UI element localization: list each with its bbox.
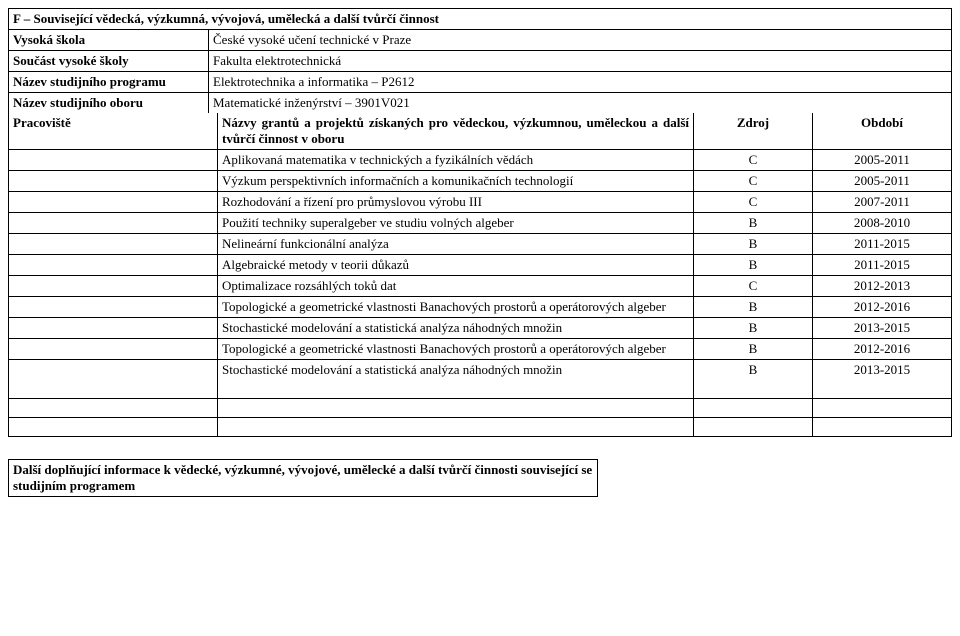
grant-row-empty <box>9 276 218 296</box>
grant-row: Rozhodování a řízení pro průmyslovou výr… <box>9 192 951 213</box>
grant-name: Aplikovaná matematika v technických a fy… <box>218 150 694 170</box>
section-title: F – Související vědecká, výzkumná, vývoj… <box>9 9 951 30</box>
header-label: Součást vysoké školy <box>9 51 209 71</box>
grant-period: 2007-2011 <box>813 192 951 212</box>
blank-cell <box>694 380 813 398</box>
blank-row <box>9 399 951 418</box>
blank-cell <box>218 380 694 398</box>
header-row: Název studijního programuElektrotechnika… <box>9 72 951 93</box>
grant-name: Použití techniky superalgeber ve studiu … <box>218 213 694 233</box>
grant-row: Optimalizace rozsáhlých toků datC2012-20… <box>9 276 951 297</box>
grant-name: Algebraické metody v teorii důkazů <box>218 255 694 275</box>
blank-cell <box>218 418 694 436</box>
grant-row: Aplikovaná matematika v technických a fy… <box>9 150 951 171</box>
grant-name: Topologické a geometrické vlastnosti Ban… <box>218 297 694 317</box>
grant-source: B <box>694 297 813 317</box>
blank-row <box>9 418 951 436</box>
grant-row: Použití techniky superalgeber ve studiu … <box>9 213 951 234</box>
header-value: České vysoké učení technické v Praze <box>209 30 951 50</box>
grant-row-empty <box>9 255 218 275</box>
grant-row: Topologické a geometrické vlastnosti Ban… <box>9 297 951 318</box>
grant-source: C <box>694 276 813 296</box>
grant-row: Nelineární funkcionální analýzaB2011-201… <box>9 234 951 255</box>
grant-row-empty <box>9 150 218 170</box>
blank-cell <box>694 418 813 436</box>
grant-period: 2013-2015 <box>813 360 951 380</box>
grants-source-label: Zdroj <box>694 113 813 149</box>
header-row: Součást vysoké školyFakulta elektrotechn… <box>9 51 951 72</box>
grant-period: 2005-2011 <box>813 171 951 191</box>
grant-source: B <box>694 360 813 380</box>
grant-period: 2012-2016 <box>813 297 951 317</box>
grant-source: C <box>694 171 813 191</box>
grant-name: Výzkum perspektivních informačních a kom… <box>218 171 694 191</box>
grant-row: Topologické a geometrické vlastnosti Ban… <box>9 339 951 360</box>
grant-row: Stochastické modelování a statistická an… <box>9 318 951 339</box>
grant-row-empty <box>9 234 218 254</box>
grant-row: Výzkum perspektivních informačních a kom… <box>9 171 951 192</box>
blank-cell <box>813 418 951 436</box>
header-value: Matematické inženýrství – 3901V021 <box>209 93 951 113</box>
grant-row-empty <box>9 318 218 338</box>
grant-period: 2011-2015 <box>813 255 951 275</box>
grant-row-empty <box>9 192 218 212</box>
grant-source: C <box>694 150 813 170</box>
blank-cell <box>694 399 813 417</box>
grant-period: 2012-2016 <box>813 339 951 359</box>
grant-row: Algebraické metody v teorii důkazůB2011-… <box>9 255 951 276</box>
grant-row-empty <box>9 339 218 359</box>
grant-row: Stochastické modelování a statistická an… <box>9 360 951 380</box>
header-value: Fakulta elektrotechnická <box>209 51 951 71</box>
blank-cell <box>9 399 218 417</box>
grants-header-row: Pracoviště Názvy grantů a projektů získa… <box>9 113 951 150</box>
blank-row <box>9 380 951 399</box>
blank-cell <box>9 380 218 398</box>
grant-name: Nelineární funkcionální analýza <box>218 234 694 254</box>
grant-period: 2012-2013 <box>813 276 951 296</box>
grant-row-empty <box>9 171 218 191</box>
header-row: Název studijního oboruMatematické inžený… <box>9 93 951 113</box>
footer-note: Další doplňující informace k vědecké, vý… <box>8 459 598 497</box>
blank-cell <box>813 399 951 417</box>
grant-source: B <box>694 255 813 275</box>
grants-names-label: Názvy grantů a projektů získaných pro vě… <box>218 113 694 149</box>
grant-period: 2011-2015 <box>813 234 951 254</box>
document-table: F – Související vědecká, výzkumná, vývoj… <box>8 8 952 437</box>
grant-name: Topologické a geometrické vlastnosti Ban… <box>218 339 694 359</box>
grants-period-label: Období <box>813 113 951 149</box>
grant-name: Stochastické modelování a statistická an… <box>218 360 694 380</box>
grant-period: 2005-2011 <box>813 150 951 170</box>
grant-name: Rozhodování a řízení pro průmyslovou výr… <box>218 192 694 212</box>
grant-period: 2013-2015 <box>813 318 951 338</box>
blank-cell <box>9 418 218 436</box>
grant-row-empty <box>9 297 218 317</box>
header-label: Název studijního oboru <box>9 93 209 113</box>
header-label: Název studijního programu <box>9 72 209 92</box>
grant-source: B <box>694 234 813 254</box>
grant-source: B <box>694 318 813 338</box>
blank-cell <box>218 399 694 417</box>
grant-name: Stochastické modelování a statistická an… <box>218 318 694 338</box>
grant-period: 2008-2010 <box>813 213 951 233</box>
grant-source: B <box>694 213 813 233</box>
blank-cell <box>813 380 951 398</box>
grant-source: C <box>694 192 813 212</box>
grant-source: B <box>694 339 813 359</box>
header-value: Elektrotechnika a informatika – P2612 <box>209 72 951 92</box>
pracoviste-label: Pracoviště <box>9 113 218 149</box>
grant-name: Optimalizace rozsáhlých toků dat <box>218 276 694 296</box>
grant-row-empty <box>9 360 218 380</box>
header-row: Vysoká školaČeské vysoké učení technické… <box>9 30 951 51</box>
grant-row-empty <box>9 213 218 233</box>
header-label: Vysoká škola <box>9 30 209 50</box>
